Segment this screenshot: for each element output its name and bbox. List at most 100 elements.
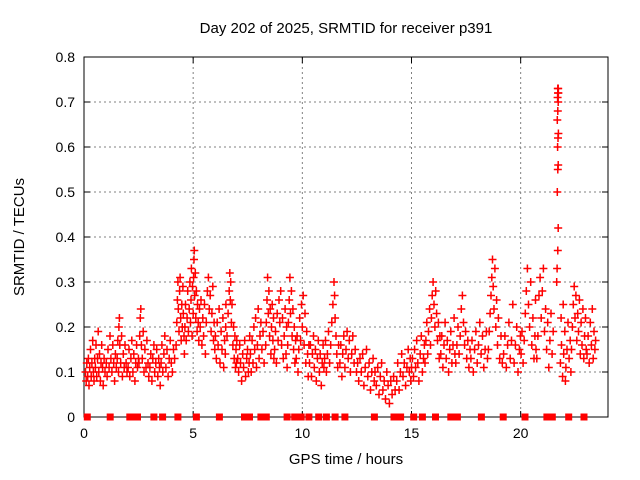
data-point — [317, 381, 326, 390]
data-point — [150, 368, 159, 376]
data-point — [504, 318, 513, 327]
data-point — [351, 345, 360, 354]
data-point — [195, 305, 204, 313]
data-point — [278, 314, 287, 322]
data-point — [409, 372, 418, 381]
data-point — [433, 336, 442, 345]
data-point — [548, 350, 557, 358]
data-point — [417, 332, 426, 340]
data-point — [554, 224, 563, 232]
data-point — [506, 354, 515, 363]
data-point — [217, 327, 226, 336]
data-point — [312, 377, 321, 385]
data-point — [473, 359, 482, 367]
data-point — [190, 246, 199, 255]
data-point — [272, 359, 281, 367]
zero-flag-point — [305, 413, 313, 421]
chart-title: Day 202 of 2025, SRMTID for receiver p39… — [200, 20, 493, 37]
data-point — [254, 305, 263, 313]
data-point — [85, 381, 93, 390]
data-point — [270, 345, 279, 354]
data-point — [218, 345, 226, 354]
y-tick-label: 0.5 — [56, 184, 76, 200]
data-point — [180, 323, 189, 331]
data-point — [100, 354, 109, 363]
data-point — [212, 354, 221, 363]
data-point — [201, 350, 210, 358]
data-point — [581, 314, 590, 322]
data-point — [578, 341, 586, 349]
data-point — [184, 327, 193, 336]
zero-flag-point — [331, 413, 339, 421]
data-point — [337, 372, 346, 381]
data-point — [240, 336, 249, 345]
data-point — [173, 278, 182, 286]
data-point — [191, 269, 200, 277]
data-point — [347, 350, 356, 358]
data-point — [105, 363, 114, 372]
data-point — [331, 314, 340, 322]
data-point — [172, 318, 181, 327]
data-point — [544, 363, 553, 372]
y-tick-label: 0.4 — [56, 229, 76, 245]
data-point — [456, 332, 465, 340]
data-point — [133, 363, 142, 372]
data-point — [442, 354, 451, 363]
data-point — [450, 314, 459, 322]
data-point — [330, 291, 339, 300]
data-point — [539, 264, 548, 273]
data-point — [292, 354, 301, 363]
data-point — [198, 314, 207, 322]
data-point — [275, 318, 284, 327]
data-point — [307, 372, 316, 381]
data-point — [257, 345, 266, 354]
zero-flag-point — [257, 413, 265, 421]
data-point — [531, 296, 540, 304]
data-point — [250, 345, 259, 354]
data-point — [145, 363, 154, 372]
data-point — [314, 336, 323, 345]
zero-flag-point — [432, 413, 439, 421]
data-point — [138, 354, 147, 363]
data-point — [511, 341, 520, 349]
data-point — [220, 336, 229, 345]
data-point — [182, 336, 191, 345]
zero-flag-point — [315, 413, 323, 421]
data-point — [191, 314, 200, 322]
data-point — [294, 368, 302, 376]
data-point — [228, 300, 236, 309]
data-point — [503, 341, 512, 349]
data-point — [561, 363, 570, 372]
data-point — [146, 350, 155, 358]
data-point — [521, 309, 530, 318]
data-point — [376, 372, 385, 381]
data-point — [464, 363, 473, 372]
data-point — [332, 332, 340, 340]
data-point — [252, 363, 261, 372]
data-point — [348, 332, 357, 340]
data-point — [169, 345, 178, 354]
x-axis-label: GPS time / hours — [289, 451, 403, 468]
data-point — [122, 359, 131, 367]
data-point — [340, 363, 349, 372]
data-point — [532, 354, 541, 363]
data-point — [243, 345, 252, 354]
data-point — [210, 345, 219, 354]
data-point — [101, 368, 109, 376]
x-tick-label: 10 — [295, 425, 311, 441]
data-point — [457, 305, 466, 313]
data-point — [230, 332, 239, 340]
data-point — [139, 327, 148, 336]
data-point — [499, 350, 508, 358]
data-point — [144, 372, 153, 381]
data-point — [290, 359, 299, 367]
data-point — [308, 350, 317, 358]
zero-flag-point — [159, 413, 167, 421]
data-point — [157, 359, 166, 367]
data-point — [236, 359, 245, 367]
zero-flags-layer — [83, 413, 588, 421]
data-point — [125, 372, 134, 381]
data-point — [281, 305, 290, 313]
data-point — [533, 332, 542, 340]
data-point — [221, 323, 230, 331]
